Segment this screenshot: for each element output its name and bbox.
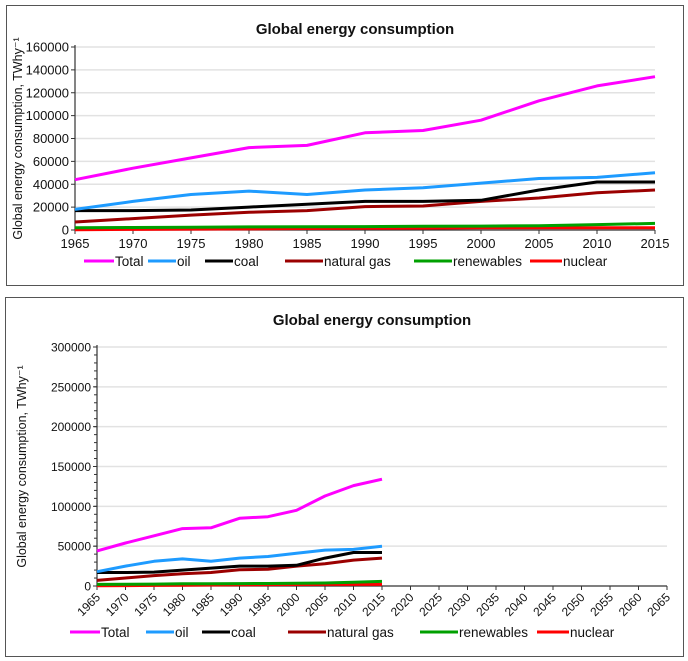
x-tick-label: 1975 [131,590,160,619]
x-tick-label: 2005 [525,236,554,251]
y-axis-label: Global energy consumption, TWhy⁻¹ [11,37,25,239]
legend-label: natural gas [324,254,391,269]
x-tick-label: 2050 [559,590,588,619]
y-tick-label: 0 [62,223,69,238]
x-tick-label: 2000 [467,236,496,251]
series-line-renewables [96,579,383,586]
chart-title: Global energy consumption [273,312,471,329]
chart-panel-top [6,5,684,286]
y-tick-label: 0 [84,580,91,594]
y-tick-label: 120000 [26,85,69,100]
legend-label: coal [231,625,256,640]
series-line-nuclear [74,226,655,232]
chart-title: Global energy consumption [256,21,454,38]
y-tick-label: 160000 [26,40,69,55]
x-tick-label: 1965 [61,236,90,251]
x-tick-label: 2065 [644,590,673,619]
series-line-renewables [74,221,656,230]
x-tick-label: 2040 [502,590,531,619]
x-tick-label: 1970 [119,236,148,251]
series-line-coal [97,551,382,574]
x-tick-label: 2015 [641,236,670,251]
series-line-Total [74,75,656,182]
x-tick-label: 2055 [587,590,616,619]
x-tick-label: 2015 [359,590,388,619]
y-tick-label: 250000 [51,380,91,394]
legend-label: renewables [459,625,528,640]
x-tick-label: 2045 [530,590,559,619]
series-line-Total [96,477,383,553]
legend-label: Total [101,625,130,640]
x-tick-label: 1990 [351,236,380,251]
legend-label: natural gas [327,625,394,640]
x-tick-label: 1975 [177,236,206,251]
y-tick-label: 150000 [51,460,91,474]
series-line-natural-gas [96,556,383,582]
legend-label: renewables [453,254,522,269]
chart-top: Global energy consumption 0 20000 40000 6000… [11,21,669,269]
series-line-natural-gas [74,188,656,224]
x-tick-label: 2020 [388,590,417,619]
chart-panel-bottom [5,297,684,657]
x-tick-label: 1985 [293,236,322,251]
x-tick-label: 1995 [409,236,438,251]
legend-label: nuclear [570,625,615,640]
series-line-oil [74,171,656,211]
x-tick-label: 1980 [235,236,264,251]
x-tick-label: 2035 [473,590,502,619]
x-tick-label: 2025 [416,590,445,619]
x-tick-label: 1980 [160,590,189,619]
x-tick-label: 1995 [245,590,274,619]
y-tick-label: 140000 [26,62,69,77]
y-tick-label: 200000 [51,420,91,434]
legend-label: oil [177,254,191,269]
x-tick-label: 2030 [445,590,474,619]
x-tick-label: 2010 [583,236,612,251]
x-tick-label: 2005 [302,590,331,619]
y-tick-label: 100000 [51,500,91,514]
y-tick-label: 20000 [33,200,69,215]
y-tick-label: 50000 [58,540,92,554]
y-tick-label: 60000 [33,154,69,169]
series-line-oil [96,544,383,574]
x-tick-label: 2010 [331,590,360,619]
series-line-coal [75,180,655,213]
y-tick-label: 80000 [33,131,69,146]
y-tick-label: 300000 [51,341,91,355]
legend-label: oil [175,625,189,640]
legend-label: nuclear [563,254,608,269]
chart-bottom: Global energy consumption 0 50000 100000 150… [15,312,673,640]
y-tick-label: 100000 [26,108,69,123]
y-axis-label: Global energy consumption, TWhy⁻¹ [15,365,29,567]
x-tick-label: 2060 [616,590,645,619]
legend-label: Total [115,254,144,269]
x-tick-label: 2000 [274,590,303,619]
x-tick-label: 1965 [74,590,103,619]
legend-label: coal [234,254,259,269]
x-tick-label: 1990 [217,590,246,619]
x-tick-label: 1985 [188,590,217,619]
x-tick-label: 1970 [103,590,132,619]
y-tick-label: 40000 [33,177,69,192]
